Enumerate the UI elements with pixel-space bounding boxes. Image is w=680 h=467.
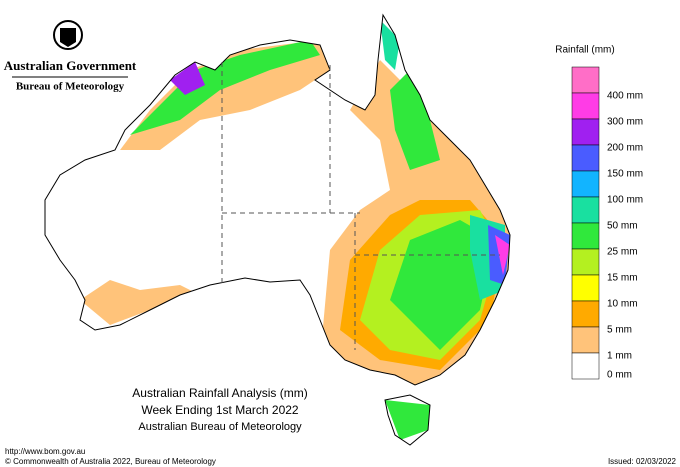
legend-label: 300 mm	[607, 117, 643, 128]
government-name: Australian Government	[4, 58, 137, 73]
legend-label: 15 mm	[607, 273, 638, 284]
legend-swatch	[571, 118, 600, 146]
legend-swatch	[571, 274, 600, 302]
legend-swatch	[571, 300, 600, 328]
legend-swatch	[571, 326, 600, 354]
legend-label: 100 mm	[607, 195, 643, 206]
legend-label: 400 mm	[607, 91, 643, 102]
legend-swatch	[571, 248, 600, 276]
footer-copyright: © Commonwealth of Australia 2022, Bureau…	[5, 457, 216, 466]
legend-title: Rainfall (mm)	[555, 45, 614, 56]
legend-swatch	[571, 170, 600, 198]
legend-label: 25 mm	[607, 247, 638, 258]
logo	[53, 20, 83, 50]
map-title: Australian Rainfall Analysis (mm)	[132, 386, 307, 400]
footer-issued: Issued: 02/03/2022	[608, 457, 677, 466]
legend-swatch	[571, 92, 600, 120]
legend-swatch	[571, 66, 600, 94]
legend-label: 5 mm	[607, 325, 632, 336]
legend-label: 10 mm	[607, 299, 638, 310]
legend-swatch	[571, 144, 600, 172]
coastline	[44, 13, 511, 446]
legend-swatch	[571, 352, 600, 380]
legend-swatch	[571, 196, 600, 224]
state-borders	[221, 62, 500, 350]
legend-label: 150 mm	[607, 169, 643, 180]
legend-label: 50 mm	[607, 221, 638, 232]
agency-name: Bureau of Meteorology	[16, 81, 125, 93]
legend-label: 1 mm	[607, 351, 632, 362]
legend-label: 200 mm	[607, 143, 643, 154]
legend-swatch	[571, 222, 600, 250]
footer-url: http://www.bom.gov.au	[5, 447, 85, 456]
map-subtitle: Week Ending 1st March 2022	[141, 403, 299, 417]
legend-label: 0 mm	[607, 370, 632, 381]
map-source: Australian Bureau of Meteorology	[138, 421, 302, 433]
